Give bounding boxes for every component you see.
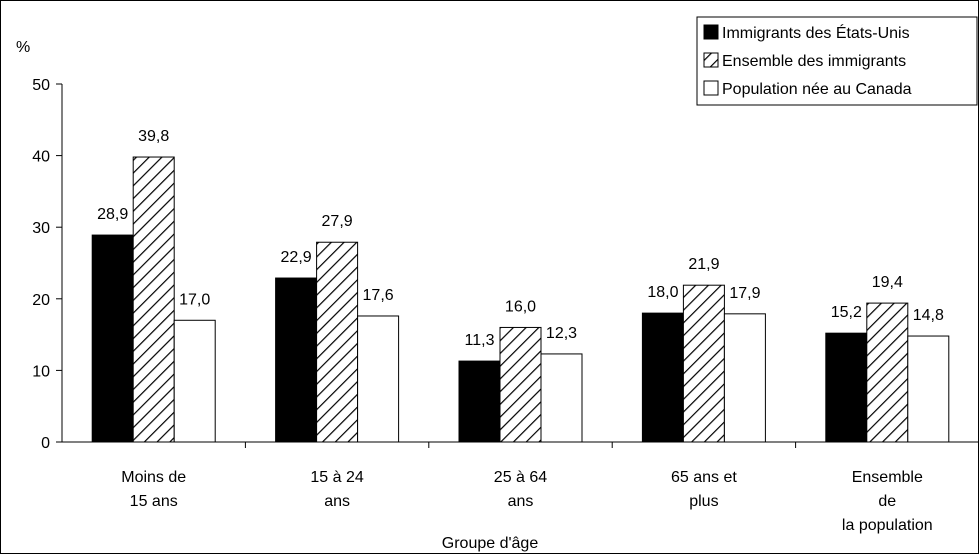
category-label: Ensemble (852, 469, 923, 486)
category-label: de (878, 493, 896, 510)
bar-0-0 (91, 234, 134, 443)
bars (91, 156, 950, 443)
bar-1-4 (866, 302, 909, 443)
value-label: 22,9 (281, 249, 312, 266)
value-label: 19,4 (872, 274, 903, 291)
y-axis: 0 10 20 30 40 50 (32, 77, 62, 452)
value-label: 12,3 (546, 325, 577, 342)
category-label: ans (324, 493, 350, 510)
value-label: 39,8 (138, 128, 169, 145)
value-label: 18,0 (647, 284, 678, 301)
bar-2-0 (173, 319, 216, 443)
y-axis-title: % (16, 39, 30, 56)
category-label: plus (689, 493, 718, 510)
category-label: ans (508, 493, 534, 510)
legend-item-all-immigrants: Ensemble des immigrants (703, 52, 906, 70)
value-label: 17,0 (179, 291, 210, 308)
category-label: Moins de (121, 469, 186, 486)
bar-2-4 (907, 335, 950, 443)
category-label: 15 ans (130, 493, 178, 510)
value-label: 17,6 (363, 287, 394, 304)
y-tick-label: 0 (41, 435, 50, 452)
value-labels: 28,9 39,8 17,0 22,9 27,9 17,6 11,3 16,0 12,3 18,0… (97, 128, 944, 349)
value-label: 16,0 (505, 298, 536, 315)
value-label: 14,8 (913, 307, 944, 324)
bar-0-1 (275, 277, 318, 443)
x-axis-categories: Moins de 15 ans 15 à 24 ans 25 à 64 ans 65 ans… (121, 442, 979, 534)
bar-1-1 (316, 241, 359, 443)
bar-2-3 (723, 313, 766, 443)
legend: Immigrants des États-Unis Ensemble des i… (696, 16, 978, 106)
category-label: 25 à 64 (494, 469, 547, 486)
category-label: 15 à 24 (310, 469, 363, 486)
legend-swatch-hatched (703, 52, 719, 68)
y-tick-label: 50 (32, 77, 50, 94)
y-tick-label: 40 (32, 149, 50, 166)
legend-swatch-solid (703, 24, 719, 40)
value-label: 17,9 (729, 285, 760, 302)
legend-swatch-white (703, 80, 719, 96)
legend-item-canadian-born: Population née au Canada (703, 80, 912, 98)
legend-label: Ensemble des immigrants (722, 53, 906, 70)
category-label: 65 ans et (671, 469, 737, 486)
bar-1-2 (499, 326, 542, 443)
bar-0-2 (458, 360, 501, 443)
y-tick-label: 10 (32, 363, 50, 380)
bar-1-0 (132, 156, 175, 443)
legend-label: Immigrants des États-Unis (722, 23, 910, 42)
bar-1-3 (682, 284, 725, 443)
x-axis-title: Groupe d'âge (442, 535, 539, 552)
value-label: 28,9 (97, 206, 128, 223)
category-label: la population (842, 517, 933, 534)
value-label: 15,2 (831, 304, 862, 321)
value-label: 27,9 (322, 213, 353, 230)
y-tick-label: 20 (32, 292, 50, 309)
bar-0-4 (825, 332, 868, 443)
bar-2-1 (357, 315, 400, 443)
bar-2-2 (540, 353, 583, 443)
value-label: 21,9 (688, 256, 719, 273)
bar-0-3 (641, 312, 684, 443)
legend-box (696, 16, 978, 106)
y-tick-label: 30 (32, 220, 50, 237)
legend-label: Population née au Canada (722, 81, 912, 98)
legend-item-us-immigrants: Immigrants des États-Unis (703, 23, 910, 42)
value-label: 11,3 (465, 332, 495, 349)
